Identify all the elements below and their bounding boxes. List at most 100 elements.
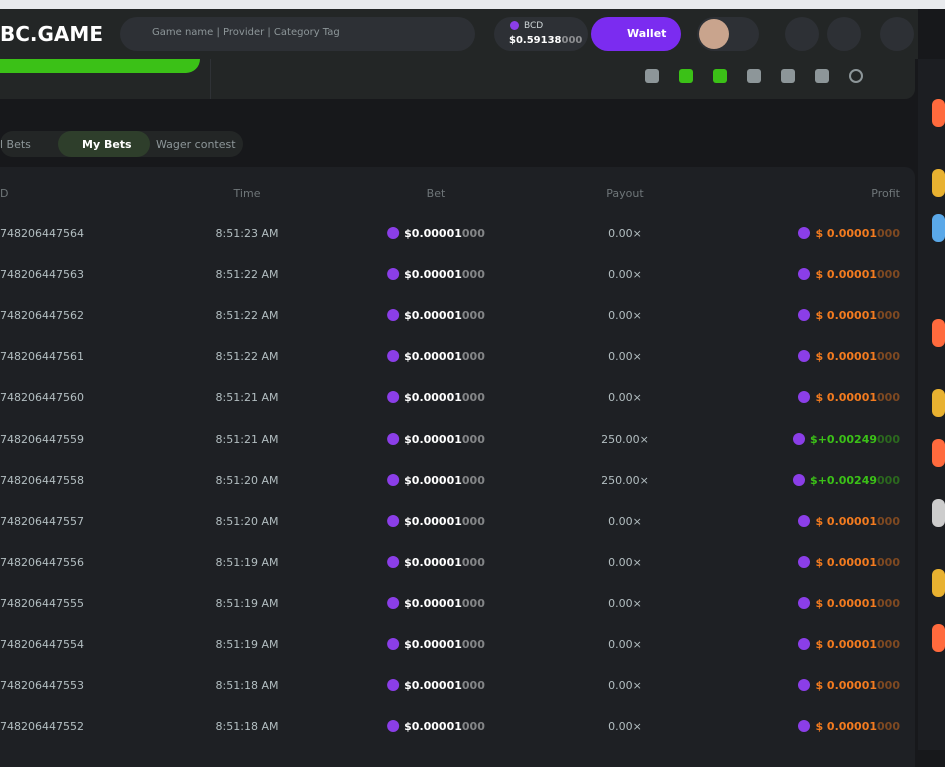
bet-amount: $0.00001000 bbox=[387, 596, 485, 610]
column-header: Profit bbox=[871, 187, 900, 200]
profit-dim: 000 bbox=[877, 596, 900, 610]
right-sidebar bbox=[918, 59, 945, 750]
balance-dim: 000 bbox=[561, 35, 583, 46]
bet-dim: 000 bbox=[461, 514, 485, 528]
icon[interactable] bbox=[815, 69, 829, 83]
tab[interactable]: Wager contest bbox=[156, 138, 236, 151]
coin-icon bbox=[387, 514, 400, 527]
bet-main: $0.00001 bbox=[404, 555, 462, 569]
icon[interactable] bbox=[849, 69, 863, 83]
bet-time: 8:51:19 AM bbox=[215, 638, 279, 651]
bet-dim: 000 bbox=[461, 596, 485, 610]
coin-icon bbox=[798, 555, 811, 568]
bet-main: $0.00001 bbox=[404, 679, 462, 693]
avatar bbox=[932, 499, 945, 527]
bet-time: 8:51:23 AM bbox=[215, 227, 279, 240]
bet-id: 748206447557 bbox=[0, 514, 84, 528]
profile[interactable] bbox=[697, 17, 759, 51]
bet-profit: $ 0.00001000 bbox=[798, 268, 900, 281]
tab[interactable]: l Bets bbox=[0, 138, 31, 151]
bet-id: 748206447555 bbox=[0, 596, 84, 610]
bet-amount: $0.00001000 bbox=[387, 391, 485, 404]
top-bar: BC.GAME Game name | Provider | Category … bbox=[0, 9, 918, 59]
search-placeholder: Game name | Provider | Category Tag bbox=[152, 27, 340, 38]
coin-icon bbox=[798, 350, 811, 363]
currency-text: BCD bbox=[524, 21, 544, 31]
bet-dim: 000 bbox=[461, 268, 485, 282]
icon[interactable] bbox=[781, 69, 795, 83]
profit-main: $ 0.00001 bbox=[815, 679, 878, 693]
coin-icon bbox=[387, 268, 400, 281]
profit-dim: 000 bbox=[877, 514, 900, 528]
chat-icon[interactable] bbox=[880, 17, 914, 51]
profit-dim: 000 bbox=[877, 473, 900, 487]
bet-main: $0.00001 bbox=[404, 514, 462, 528]
bet-profit: $ 0.00001000 bbox=[798, 391, 900, 404]
balance-box[interactable]: BCD $0.59138000 bbox=[494, 17, 588, 51]
coin-icon bbox=[387, 638, 400, 650]
profit-main: $ 0.00001 bbox=[815, 227, 878, 240]
coin-icon bbox=[510, 21, 519, 30]
bet-amount: $0.00001000 bbox=[387, 309, 485, 322]
tab[interactable]: My Bets bbox=[82, 138, 132, 151]
currency: BCD bbox=[510, 21, 543, 31]
bell-icon[interactable] bbox=[827, 17, 861, 51]
bet-dim: 000 bbox=[461, 227, 485, 240]
bet-id: 748206447556 bbox=[0, 555, 84, 569]
profit-dim: 000 bbox=[877, 309, 900, 323]
icon[interactable] bbox=[747, 69, 761, 83]
coin-icon bbox=[387, 473, 400, 486]
bet-time: 8:51:22 AM bbox=[215, 268, 279, 282]
avatar bbox=[932, 99, 945, 127]
bet-time: 8:51:20 AM bbox=[215, 514, 279, 528]
bet-profit: $+0.00249000 bbox=[793, 432, 900, 446]
bet-amount: $0.00001000 bbox=[387, 514, 485, 528]
avatar bbox=[932, 169, 945, 197]
icon-row bbox=[645, 69, 895, 85]
bet-time: 8:51:21 AM bbox=[215, 391, 279, 405]
bet-id: 748206447560 bbox=[0, 391, 84, 405]
bet-profit: $ 0.00001000 bbox=[798, 720, 900, 733]
profit-dim: 000 bbox=[877, 268, 900, 282]
coin-icon bbox=[387, 391, 400, 404]
coin-icon bbox=[387, 555, 400, 568]
bet-id: 748206447554 bbox=[0, 638, 84, 651]
profit-dim: 000 bbox=[877, 555, 900, 569]
tab-active[interactable] bbox=[58, 131, 150, 157]
profit-main: $ 0.00001 bbox=[815, 638, 878, 651]
icon[interactable] bbox=[645, 69, 659, 83]
bet-dim: 000 bbox=[461, 555, 485, 569]
balance: $0.59138000 bbox=[509, 35, 582, 46]
wallet-button[interactable]: Wallet bbox=[591, 17, 681, 51]
profit-main: $ 0.00001 bbox=[815, 514, 878, 528]
bet-dim: 000 bbox=[461, 432, 485, 446]
bet-main: $0.00001 bbox=[404, 473, 462, 487]
bet-amount: $0.00001000 bbox=[387, 432, 485, 446]
profit-dim: 000 bbox=[877, 432, 900, 446]
coin-icon bbox=[387, 432, 400, 445]
bet-time: 8:51:18 AM bbox=[215, 679, 279, 693]
bet-main: $0.00001 bbox=[404, 350, 462, 364]
icon[interactable] bbox=[713, 69, 727, 83]
bet-id: 748206447559 bbox=[0, 432, 84, 446]
profit-main: $ 0.00001 bbox=[815, 596, 878, 610]
bet-dim: 000 bbox=[461, 679, 485, 693]
bet-dim: 000 bbox=[461, 638, 485, 651]
bet-profit: $ 0.00001000 bbox=[798, 596, 900, 610]
profit-dim: 000 bbox=[877, 679, 900, 693]
bet-time: 8:51:22 AM bbox=[215, 309, 279, 323]
bet-payout: 0.00× bbox=[608, 679, 642, 693]
search-box[interactable]: Game name | Provider | Category Tag bbox=[120, 17, 475, 51]
browser-strip bbox=[0, 0, 945, 9]
logo[interactable]: BC.GAME bbox=[0, 22, 103, 46]
icon[interactable] bbox=[679, 69, 693, 83]
bet-payout: 0.00× bbox=[608, 268, 642, 282]
bet-profit: $ 0.00001000 bbox=[798, 679, 900, 692]
bet-main: $0.00001 bbox=[404, 309, 462, 323]
bet-time: 8:51:21 AM bbox=[215, 432, 279, 446]
mail-icon[interactable] bbox=[785, 17, 819, 51]
bet-time: 8:51:19 AM bbox=[215, 596, 279, 610]
bet-payout: 0.00× bbox=[608, 514, 642, 528]
bet-payout: 0.00× bbox=[608, 350, 642, 364]
coin-icon bbox=[387, 720, 400, 733]
